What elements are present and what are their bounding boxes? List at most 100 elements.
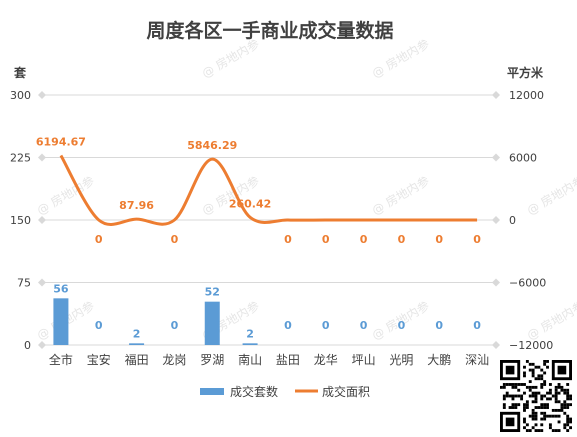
qr-module (543, 414, 547, 418)
qr-module (563, 391, 567, 395)
qr-module (523, 374, 526, 378)
qr-module (537, 374, 541, 378)
qr-module (511, 406, 515, 409)
qr-module (523, 391, 526, 395)
qr-module (531, 368, 535, 372)
qr-module (528, 385, 532, 389)
bar-data-label: 2 (246, 327, 254, 340)
axis-marker (492, 341, 500, 349)
category-label: 光明 (389, 353, 413, 367)
qr-module (566, 406, 570, 409)
qr-module (566, 391, 570, 395)
qr-module (537, 406, 541, 409)
qr-module (534, 394, 538, 398)
qr-module (528, 388, 532, 392)
line-data-label: 0 (322, 233, 330, 246)
qr-module (543, 380, 547, 384)
qr-module (528, 429, 532, 432)
qr-module (557, 385, 561, 389)
legend: 成交套数 成交面积 (200, 384, 370, 399)
bar-data-label: 56 (53, 282, 69, 295)
right-tick-label: 12000 (509, 89, 544, 102)
qr-module (557, 391, 561, 395)
qr-module (543, 411, 547, 415)
watermark-text: @ 房地内参 (369, 173, 432, 218)
qr-module (543, 383, 547, 386)
qr-module (534, 400, 538, 404)
qr-module (517, 383, 521, 386)
qr-module (525, 400, 529, 404)
qr-module (520, 383, 524, 386)
bar-data-label: 0 (322, 319, 330, 332)
qr-module (563, 388, 567, 392)
axis-marker (38, 153, 46, 162)
qr-module (534, 391, 538, 395)
qr-module (548, 388, 552, 392)
qr-module (540, 417, 544, 421)
right-axis-ticks: 12000 6000 0 −6000 −12000 (509, 89, 553, 352)
qr-module (554, 400, 558, 404)
qr-module (531, 400, 535, 404)
qr-module (560, 403, 564, 407)
category-axis: 全市 宝安 福田 龙岗 罗湖 南山 盐田 龙华 坪山 光明 大鹏 深汕 (49, 352, 489, 367)
qr-module (525, 429, 529, 432)
qr-module (554, 388, 558, 392)
qr-module (540, 385, 544, 389)
qr-module (548, 414, 552, 418)
qr-module (546, 391, 549, 395)
qr-module (525, 406, 529, 409)
qr-module (514, 406, 518, 409)
qr-module (557, 414, 561, 418)
qr-module (563, 423, 567, 427)
qr-module (528, 380, 532, 384)
qr-module (540, 394, 544, 398)
qr-module (566, 417, 570, 421)
left-axis-unit: 套 (13, 65, 27, 80)
qr-module (540, 368, 544, 372)
qr-module (514, 403, 518, 407)
legend-label-line: 成交面积 (322, 384, 370, 399)
qr-module (543, 362, 547, 366)
chart-title: 周度各区一手商业成交量数据 (146, 19, 393, 42)
qr-module (528, 394, 532, 398)
qr-module (511, 403, 515, 407)
qr-finder-core (505, 417, 515, 427)
qr-module (548, 423, 552, 427)
line-data-label: 5846.29 (187, 139, 237, 152)
qr-module (514, 383, 518, 386)
qr-module (540, 383, 544, 386)
qr-module (534, 417, 538, 421)
line-data-label: 260.42 (229, 197, 271, 210)
qr-module (528, 362, 532, 366)
qr-module (534, 397, 538, 401)
watermark-text: @ 房地内参 (524, 298, 577, 343)
qr-module (523, 426, 526, 430)
bar-series: 56 0 2 0 52 2 0 0 0 0 0 0 (53, 282, 481, 345)
left-tick-label: 0 (24, 339, 31, 352)
bar-data-label: 0 (284, 319, 292, 332)
qr-module (534, 406, 538, 409)
left-axis-ticks: 300 225 150 75 0 (10, 89, 31, 352)
qr-module (546, 397, 549, 401)
left-tick-label: 150 (10, 214, 31, 227)
qr-module (531, 426, 535, 430)
line-data-label: 0 (360, 233, 368, 246)
left-tick-label: 225 (10, 152, 31, 165)
qr-module (546, 360, 549, 363)
qr-module (548, 391, 552, 395)
qr-module (540, 397, 544, 401)
qr-module (520, 394, 524, 398)
line-path (59, 154, 478, 226)
right-tick-label: −6000 (509, 277, 546, 290)
qr-module (514, 385, 518, 389)
qr-module (566, 420, 570, 424)
qr-module (508, 406, 512, 409)
qr-module (523, 420, 526, 424)
qr-module (540, 403, 544, 407)
qr-module (548, 383, 552, 386)
qr-module (548, 397, 552, 401)
line-data-label: 0 (473, 233, 481, 246)
axis-marker (38, 91, 46, 99)
qr-module (557, 429, 561, 432)
qr-module (523, 408, 526, 412)
